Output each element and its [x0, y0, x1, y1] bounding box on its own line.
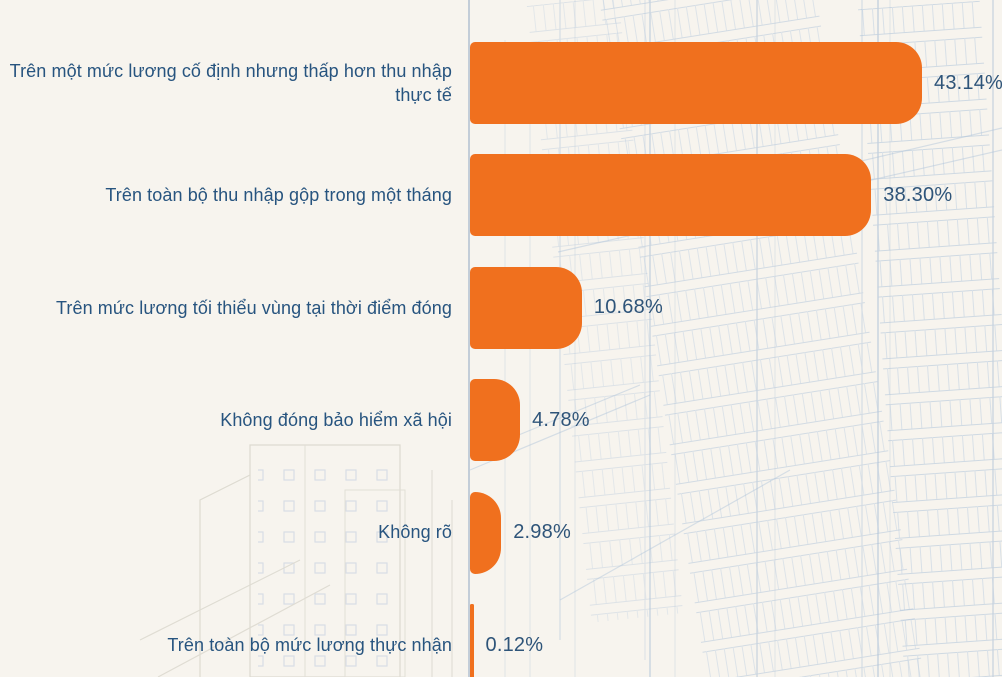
value-label: 43.14%	[934, 71, 1002, 94]
value-label: 4.78%	[532, 408, 590, 431]
bar-row: Không rõ 2.98%	[0, 491, 1002, 574]
bar-row: Không đóng bảo hiểm xã hội 4.78%	[0, 379, 1002, 462]
category-label: Trên một mức lương cố định nhưng thấp hơ…	[9, 60, 452, 105]
value-label: 0.12%	[485, 633, 544, 656]
category-label: Trên mức lương tối thiểu vùng tại thời đ…	[55, 297, 452, 318]
axis-line	[468, 0, 470, 677]
bar	[470, 604, 474, 677]
value-label: 10.68%	[593, 296, 663, 319]
value-label: 38.30%	[883, 183, 953, 206]
bar-row: Trên mức lương tối thiểu vùng tại thời đ…	[0, 266, 1002, 349]
bar	[470, 379, 521, 462]
category-label: Không đóng bảo hiểm xã hội	[220, 410, 452, 431]
bar-row: Trên toàn bộ thu nhập gộp trong một thán…	[0, 154, 1002, 237]
category-label: Trên toàn bộ mức lương thực nhận	[167, 634, 452, 655]
category-label: Trên toàn bộ thu nhập gộp trong một thán…	[105, 185, 452, 206]
bar	[470, 42, 922, 124]
bar	[470, 491, 502, 574]
category-label: Không rõ	[378, 522, 452, 543]
value-label: 2.98%	[513, 521, 571, 544]
bar	[470, 266, 582, 349]
bar	[470, 154, 872, 237]
bar-row: Trên một mức lương cố định nhưng thấp hơ…	[0, 42, 1002, 124]
bar-row: Trên toàn bộ mức lương thực nhận 0.12%	[0, 604, 1002, 677]
